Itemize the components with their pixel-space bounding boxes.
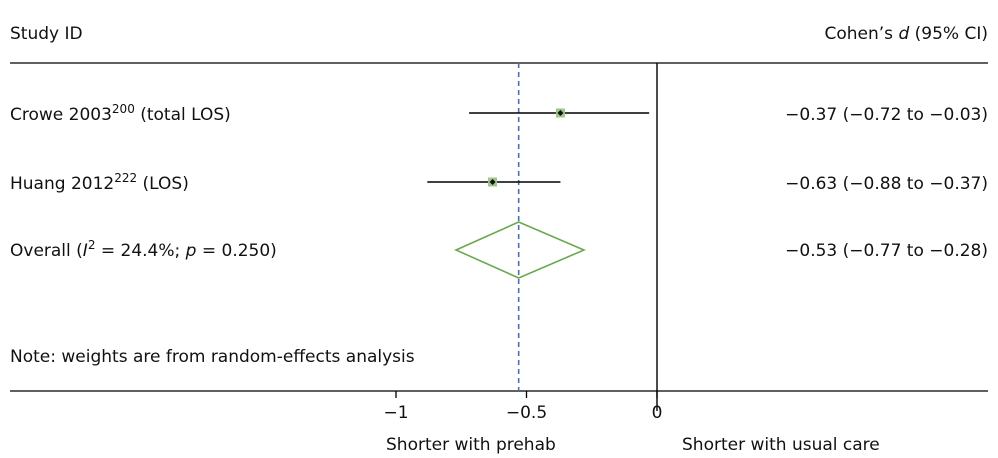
study-label-crowe: Crowe 2003200 (total LOS) (10, 102, 231, 125)
ci-text-huang: −0.63 (−0.88 to −0.37) (785, 174, 988, 194)
header-study-id: Study ID (10, 24, 83, 44)
study-label-huang: Huang 2012222 (LOS) (10, 171, 189, 194)
point-estimate-0 (557, 110, 564, 116)
xlabel-right: Shorter with usual care (682, 435, 880, 455)
x-tick-label-1: −0.5 (506, 403, 547, 423)
point-estimate-1 (489, 179, 496, 185)
ci-text-overall: −0.53 (−0.77 to −0.28) (785, 241, 988, 261)
note-text: Note: weights are from random-effects an… (10, 347, 415, 367)
overall-label: Overall (I2 = 24.4%; p = 0.250) (10, 238, 277, 261)
x-tick-label-0: −1 (383, 403, 408, 423)
x-tick-label-2: 0 (652, 403, 663, 423)
ci-text-crowe: −0.37 (−0.72 to −0.03) (785, 105, 988, 125)
overall-diamond (454, 221, 586, 279)
header-effect-size: Cohen’s d (95% CI) (825, 24, 989, 44)
xlabel-left: Shorter with prehab (386, 435, 556, 455)
